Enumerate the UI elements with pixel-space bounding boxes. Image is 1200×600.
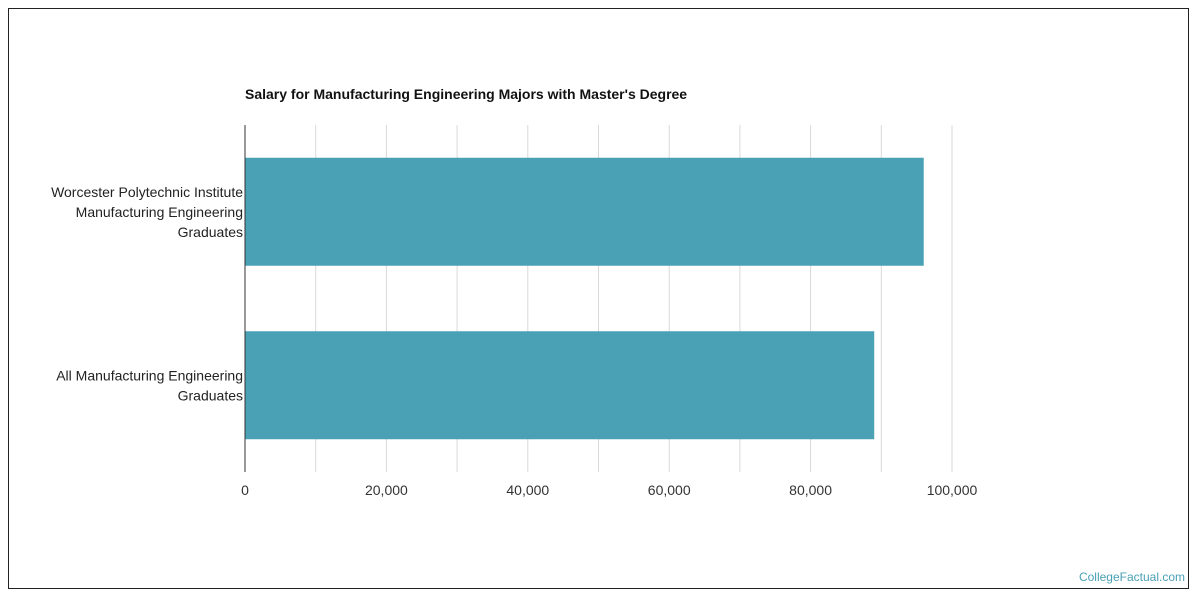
x-tick-label: 40,000 xyxy=(506,482,549,498)
category-label-line: Manufacturing Engineering xyxy=(76,204,243,220)
x-tick-label: 60,000 xyxy=(648,482,691,498)
chart-title: Salary for Manufacturing Engineering Maj… xyxy=(245,86,687,102)
x-tick-label: 20,000 xyxy=(365,482,408,498)
bars xyxy=(245,157,924,440)
chart-frame xyxy=(8,8,1189,589)
category-label-1: Worcester Polytechnic Institute Manufactu… xyxy=(51,184,243,240)
category-label-line: All Manufacturing Engineering xyxy=(56,367,243,383)
site-credit[interactable]: CollegeFactual.com xyxy=(1078,570,1185,584)
category-label-line: Graduates xyxy=(178,224,243,240)
x-tick-labels: 0 20,000 40,000 60,000 80,000 100,000 xyxy=(241,482,977,498)
x-tick-label: 80,000 xyxy=(789,482,832,498)
bar-1 xyxy=(245,157,924,266)
bar-2 xyxy=(245,331,875,440)
category-label-line: Worcester Polytechnic Institute xyxy=(51,184,243,200)
category-label-line: Graduates xyxy=(178,387,243,403)
category-label-2: All Manufacturing Engineering Graduates xyxy=(56,367,243,403)
category-labels: Worcester Polytechnic Institute Manufactu… xyxy=(51,184,243,404)
x-tick-label: 100,000 xyxy=(927,482,978,498)
x-tick-label: 0 xyxy=(241,482,249,498)
